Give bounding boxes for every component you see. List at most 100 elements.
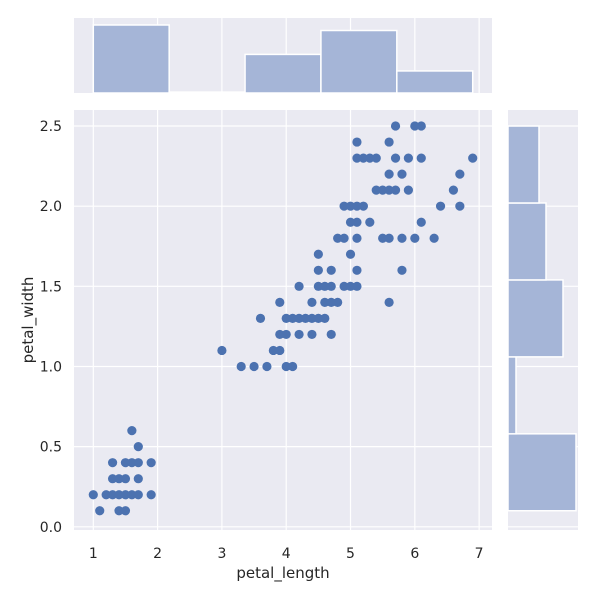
x-tick-label: 7 [475, 546, 484, 562]
data-point [101, 490, 111, 500]
data-points [88, 121, 478, 516]
data-point [416, 217, 426, 227]
data-point [133, 474, 143, 484]
data-point [114, 474, 124, 484]
data-point [249, 361, 259, 372]
data-point [313, 281, 323, 291]
data-point [403, 185, 413, 195]
data-point [397, 169, 407, 179]
data-point [294, 329, 304, 340]
data-point [127, 458, 137, 468]
data-point [403, 153, 413, 163]
data-point [146, 490, 156, 500]
data-point [339, 233, 349, 243]
marginal-x-bar [320, 29, 398, 94]
data-point [352, 153, 362, 163]
data-point [384, 297, 394, 307]
data-point [397, 265, 407, 275]
data-point [307, 313, 317, 323]
data-point [429, 233, 439, 243]
data-point [281, 361, 291, 372]
data-point [300, 313, 311, 323]
marginal-x-bar [92, 24, 170, 94]
data-point [345, 217, 356, 227]
data-point [410, 121, 420, 131]
data-point [114, 506, 124, 516]
data-point [294, 313, 304, 323]
data-point [313, 249, 323, 259]
data-point [455, 169, 465, 179]
data-point [313, 265, 323, 275]
data-point [390, 185, 401, 195]
data-point [358, 201, 368, 211]
data-point [320, 297, 330, 307]
y-tick-label: 1.5 [40, 279, 62, 295]
data-point [326, 265, 336, 275]
data-point [307, 329, 317, 340]
data-point [133, 442, 143, 452]
data-point [435, 201, 446, 211]
data-point [320, 313, 330, 323]
data-point [384, 185, 394, 195]
data-point [146, 458, 156, 468]
data-point [390, 153, 401, 163]
data-point [120, 490, 131, 500]
y-tick-labels: 0.0 0.5 1.0 1.5 2.0 2.5 [40, 119, 62, 536]
data-point [384, 137, 394, 147]
data-point [275, 345, 285, 356]
x-tick-label: 3 [217, 546, 226, 562]
data-point [275, 297, 285, 307]
data-point [307, 297, 317, 307]
data-point [288, 313, 298, 323]
data-point [114, 490, 124, 500]
data-point [352, 233, 362, 243]
data-point [371, 185, 381, 195]
x-axis-label: petal_length [236, 564, 329, 583]
data-point [352, 137, 362, 147]
x-tick-label: 6 [410, 546, 419, 562]
data-point [133, 458, 143, 468]
data-point [468, 153, 478, 163]
y-tick-label: 2.0 [40, 199, 62, 215]
data-point [384, 169, 394, 179]
data-point [333, 297, 343, 307]
x-tick-label: 1 [89, 546, 98, 562]
data-point [352, 265, 362, 275]
data-point [333, 233, 343, 243]
data-point [371, 153, 381, 163]
data-point [345, 249, 356, 259]
data-point [262, 361, 272, 372]
data-point [281, 313, 291, 323]
data-point [339, 201, 349, 211]
data-point [313, 313, 323, 323]
y-tick-label: 1.0 [40, 359, 62, 375]
marginal-y-histogram [507, 110, 578, 530]
data-point [378, 233, 388, 243]
data-point [236, 361, 246, 372]
data-point [410, 233, 420, 243]
data-point [217, 345, 227, 356]
data-point [384, 233, 394, 243]
data-point [107, 490, 118, 500]
data-point [120, 506, 131, 516]
data-point [352, 201, 362, 211]
marginal-y-bars [507, 125, 578, 528]
x-tick-label: 4 [282, 546, 291, 562]
x-tick-label: 5 [346, 546, 355, 562]
y-tick-label: 0.5 [40, 440, 62, 456]
data-point [294, 281, 304, 291]
data-point [120, 474, 131, 484]
data-point [288, 361, 298, 372]
data-point [390, 121, 401, 131]
x-tick-labels: 1 2 3 4 5 6 7 [89, 546, 484, 562]
data-point [416, 153, 426, 163]
data-point [268, 345, 278, 356]
data-point [120, 458, 131, 468]
data-point [320, 281, 330, 291]
data-point [275, 329, 285, 340]
marginal-x-bar [396, 70, 474, 94]
y-tick-label: 0.0 [40, 520, 62, 536]
marginal-y-bar [507, 279, 564, 358]
data-point [107, 458, 118, 468]
